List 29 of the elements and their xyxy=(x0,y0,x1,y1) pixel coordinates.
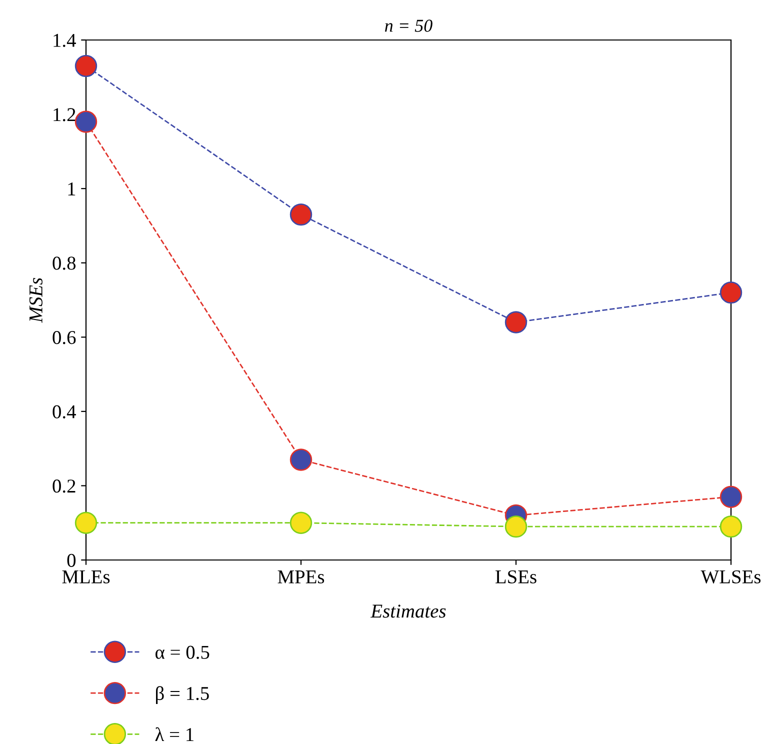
point xyxy=(720,515,742,538)
y-tick-label: 0.6 xyxy=(52,330,76,344)
point xyxy=(720,281,742,304)
legend-label: α = 0.5 xyxy=(156,646,210,659)
y-tick-label: 1.2 xyxy=(54,108,76,122)
legend-label: λ = 1 xyxy=(155,727,194,741)
point xyxy=(290,448,312,471)
chart-title: n = 50 xyxy=(384,20,432,32)
point xyxy=(74,110,98,133)
x-tick-label: LSEs xyxy=(495,570,536,584)
y-tick-label: 0.2 xyxy=(52,480,76,493)
x-tick-label: WLSEs xyxy=(700,570,761,584)
x-tick-label: MPEs xyxy=(278,570,324,584)
point xyxy=(74,512,98,534)
y-tick-label: 1 xyxy=(68,182,76,196)
y-tick-label: 0 xyxy=(67,554,76,567)
x-axis-title: Estimates xyxy=(370,604,446,618)
point xyxy=(74,54,98,78)
point xyxy=(720,486,742,508)
legend-label: β = 1.5 xyxy=(156,686,209,704)
y-tick-label: 1.4 xyxy=(54,34,76,48)
point xyxy=(504,515,528,538)
point xyxy=(290,203,312,226)
y-tick-label: 0.4 xyxy=(52,405,76,418)
x-tick-label: MLEs xyxy=(62,570,110,584)
point xyxy=(504,311,528,334)
y-tick-label: 0.8 xyxy=(52,256,76,270)
y-axis-title: MSEs xyxy=(29,278,42,323)
point xyxy=(290,512,312,534)
